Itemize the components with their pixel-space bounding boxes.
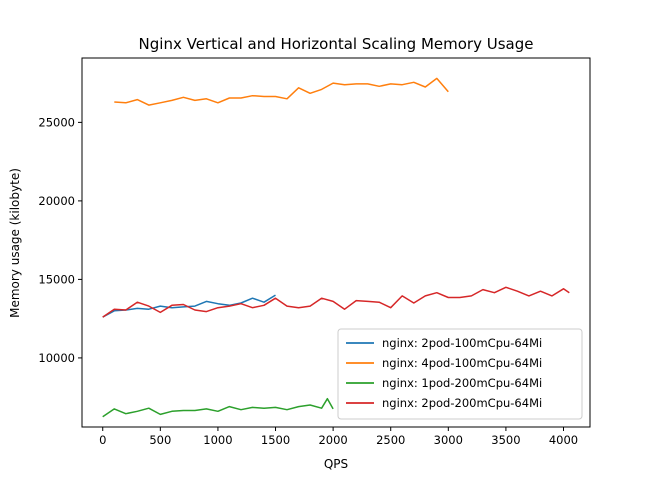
- chart-title: Nginx Vertical and Horizontal Scaling Me…: [139, 35, 534, 53]
- x-axis-label: QPS: [324, 457, 348, 471]
- y-tick-label: 25000: [38, 115, 75, 129]
- x-tick-label: 500: [149, 433, 171, 447]
- x-tick-label: 3000: [434, 433, 463, 447]
- y-tick-label: 20000: [38, 194, 75, 208]
- x-tick-label: 3500: [491, 433, 520, 447]
- legend-label-1: nginx: 2pod-100mCpu-64Mi: [382, 336, 542, 350]
- x-tick-label: 4000: [549, 433, 578, 447]
- y-tick-label: 15000: [38, 272, 75, 286]
- x-tick-label: 1000: [203, 433, 232, 447]
- y-axis-label: Memory usage (kilobyte): [8, 168, 22, 318]
- legend-label-4: nginx: 2pod-200mCpu-64Mi: [382, 396, 542, 410]
- plot-area: [81, 57, 591, 428]
- legend-box: [337, 328, 583, 420]
- y-tick-label: 10000: [38, 351, 75, 365]
- plot-frame: [81, 57, 591, 428]
- x-tick-label: 2500: [376, 433, 405, 447]
- x-tick-label: 1500: [261, 433, 290, 447]
- y-axis: 10000 15000 20000 25000: [38, 115, 82, 365]
- x-tick-label: 2000: [318, 433, 347, 447]
- legend: nginx: 2pod-100mCpu-64Mi nginx: 4pod-100m…: [337, 328, 583, 420]
- legend-label-3: nginx: 1pod-200mCpu-64Mi: [382, 376, 542, 390]
- x-tick-label: 0: [99, 433, 106, 447]
- legend-label-2: nginx: 4pod-100mCpu-64Mi: [382, 356, 542, 370]
- series-line-3: [102, 397, 334, 418]
- series-line-4: [102, 286, 570, 318]
- x-axis: 0 500 1000 1500 2000 2500 3000 3500 4000: [99, 427, 578, 447]
- series-line-2: [114, 77, 449, 106]
